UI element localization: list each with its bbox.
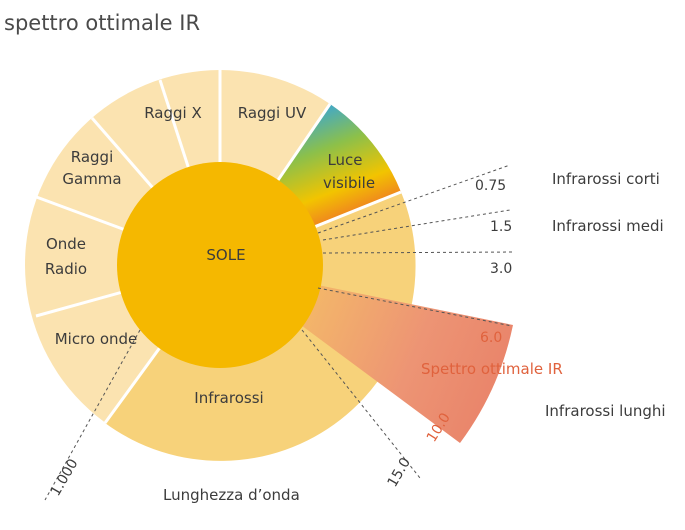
tick-6-0: 6.0	[480, 330, 502, 346]
label-raggi-uv: Raggi UV	[238, 104, 307, 122]
wavelength-axis-label: Lunghezza d’onda	[163, 486, 300, 504]
wavelength-lines	[44, 164, 516, 501]
tick-1000: 1.000	[48, 456, 82, 499]
label-infrarossi: Infrarossi	[194, 389, 263, 407]
diagram-title: spettro ottimale IR	[4, 11, 200, 35]
tick-15-0: 15.0	[385, 455, 414, 490]
label-luce-visibile-line2: visibile	[323, 174, 375, 192]
tick-0-75: 0.75	[475, 178, 506, 194]
band-infrarossi-corti: Infrarossi corti	[552, 170, 660, 188]
label-raggi-x: Raggi X	[144, 104, 202, 122]
band-infrarossi-medi: Infrarossi medi	[552, 217, 664, 235]
band-infrarossi-lunghi: Infrarossi lunghi	[545, 402, 666, 420]
label-onde-radio-line2: Radio	[45, 260, 87, 278]
tick-1-5: 1.5	[490, 219, 512, 235]
tick-3-0: 3.0	[490, 261, 512, 277]
label-sole: SOLE	[206, 246, 245, 264]
label-luce-visibile-line1: Luce	[327, 151, 362, 169]
sun-circle	[117, 162, 323, 368]
label-raggi-gamma-line1: Raggi	[71, 148, 114, 166]
label-micro-onde: Micro onde	[55, 330, 138, 348]
optimal-ir-label: Spettro ottimale IR	[421, 360, 563, 378]
label-onde-radio-line1: Onde	[46, 235, 86, 253]
label-raggi-gamma-line2: Gamma	[62, 170, 121, 188]
